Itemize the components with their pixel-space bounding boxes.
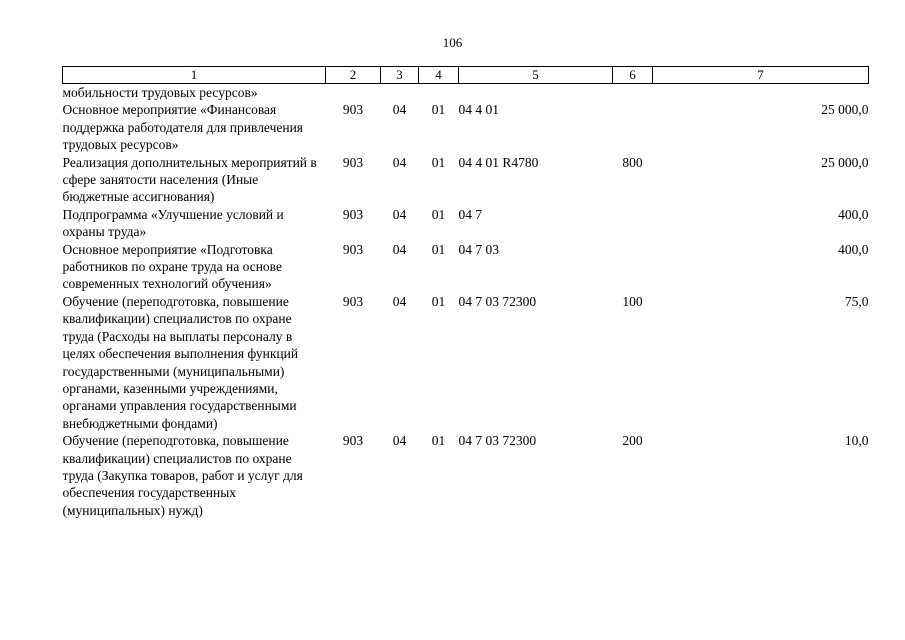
table-row: Обучение (переподготовка, повышение квал… <box>63 432 869 519</box>
table-header-row: 1 2 3 4 5 6 7 <box>62 66 869 84</box>
page-number: 106 <box>442 35 463 50</box>
cell-target-article: 04 7 03 72300 <box>458 433 537 449</box>
cell-subsection-code: 01 <box>431 154 446 170</box>
cell-subsection-code: 01 <box>431 206 446 222</box>
cell-name: Основное мероприятие «Подготовка работни… <box>62 241 282 292</box>
budget-table: 1 2 3 4 5 6 7 мобильности трудовых ресур… <box>62 66 869 519</box>
table-body: мобильности трудовых ресурсов» Основное м… <box>63 84 869 520</box>
cell-target-article: 04 4 01 <box>458 102 500 118</box>
cell-subsection-code: 01 <box>431 433 446 449</box>
cell-subsection-code: 01 <box>431 102 446 118</box>
cell-expense-type <box>613 84 653 102</box>
cell-expense-type: 800 <box>622 154 643 170</box>
column-header-4: 4 <box>418 66 459 84</box>
cell-section-code: 04 <box>392 206 407 222</box>
cell-name: мобильности трудовых ресурсов» <box>62 85 258 100</box>
cell-name: Обучение (переподготовка, повышение квал… <box>62 293 299 431</box>
cell-target-article: 04 7 <box>458 206 483 222</box>
column-header-7: 7 <box>652 66 869 84</box>
cell-section-code: 04 <box>392 241 407 257</box>
cell-subsection-code <box>419 84 459 102</box>
cell-target-article: 04 7 03 <box>458 241 500 257</box>
cell-section-code <box>381 84 419 102</box>
cell-grbs-code: 903 <box>342 206 364 222</box>
column-header-6: 6 <box>612 66 653 84</box>
table-row: Основное мероприятие «Подготовка работни… <box>63 241 869 293</box>
cell-name: Обучение (переподготовка, повышение квал… <box>62 433 303 518</box>
cell-grbs-code: 903 <box>342 293 364 309</box>
cell-section-code: 04 <box>392 102 407 118</box>
column-header-5: 5 <box>458 66 613 84</box>
cell-expense-type <box>613 206 653 241</box>
table-row: Обучение (переподготовка, повышение квал… <box>63 293 869 432</box>
cell-subsection-code: 01 <box>431 293 446 309</box>
cell-amount: 75,0 <box>844 293 869 309</box>
cell-grbs-code: 903 <box>342 241 364 257</box>
cell-name: Основное мероприятие «Финансовая поддерж… <box>62 102 304 153</box>
column-header-3: 3 <box>380 66 419 84</box>
cell-section-code: 04 <box>392 293 407 309</box>
cell-expense-type <box>613 101 653 153</box>
column-header-2: 2 <box>325 66 381 84</box>
cell-subsection-code: 01 <box>431 241 446 257</box>
cell-amount: 10,0 <box>844 433 869 449</box>
cell-amount: 400,0 <box>838 241 869 257</box>
cell-grbs-code <box>326 84 381 102</box>
cell-amount: 400,0 <box>838 206 869 222</box>
table-row: Реализация дополнительных мероприятий в … <box>63 154 869 206</box>
cell-amount: 25 000,0 <box>821 102 869 118</box>
cell-section-code: 04 <box>392 154 407 170</box>
cell-target-article: 04 7 03 72300 <box>458 293 537 309</box>
cell-name: Подпрограмма «Улучшение условий и охраны… <box>62 206 284 240</box>
cell-grbs-code: 903 <box>342 154 364 170</box>
cell-expense-type: 100 <box>622 293 643 309</box>
cell-grbs-code: 903 <box>342 433 364 449</box>
table-row: Подпрограмма «Улучшение условий и охраны… <box>63 206 869 241</box>
cell-amount <box>653 84 869 102</box>
cell-expense-type: 200 <box>622 433 643 449</box>
cell-name: Реализация дополнительных мероприятий в … <box>62 154 317 205</box>
cell-target-article: 04 4 01 R4780 <box>458 154 539 170</box>
cell-section-code: 04 <box>392 433 407 449</box>
cell-amount: 25 000,0 <box>821 154 869 170</box>
table-row: Основное мероприятие «Финансовая поддерж… <box>63 101 869 153</box>
cell-target-article <box>459 84 613 102</box>
table-row: мобильности трудовых ресурсов» <box>63 84 869 102</box>
cell-expense-type <box>613 241 653 293</box>
cell-grbs-code: 903 <box>342 102 364 118</box>
column-header-1: 1 <box>62 66 326 84</box>
